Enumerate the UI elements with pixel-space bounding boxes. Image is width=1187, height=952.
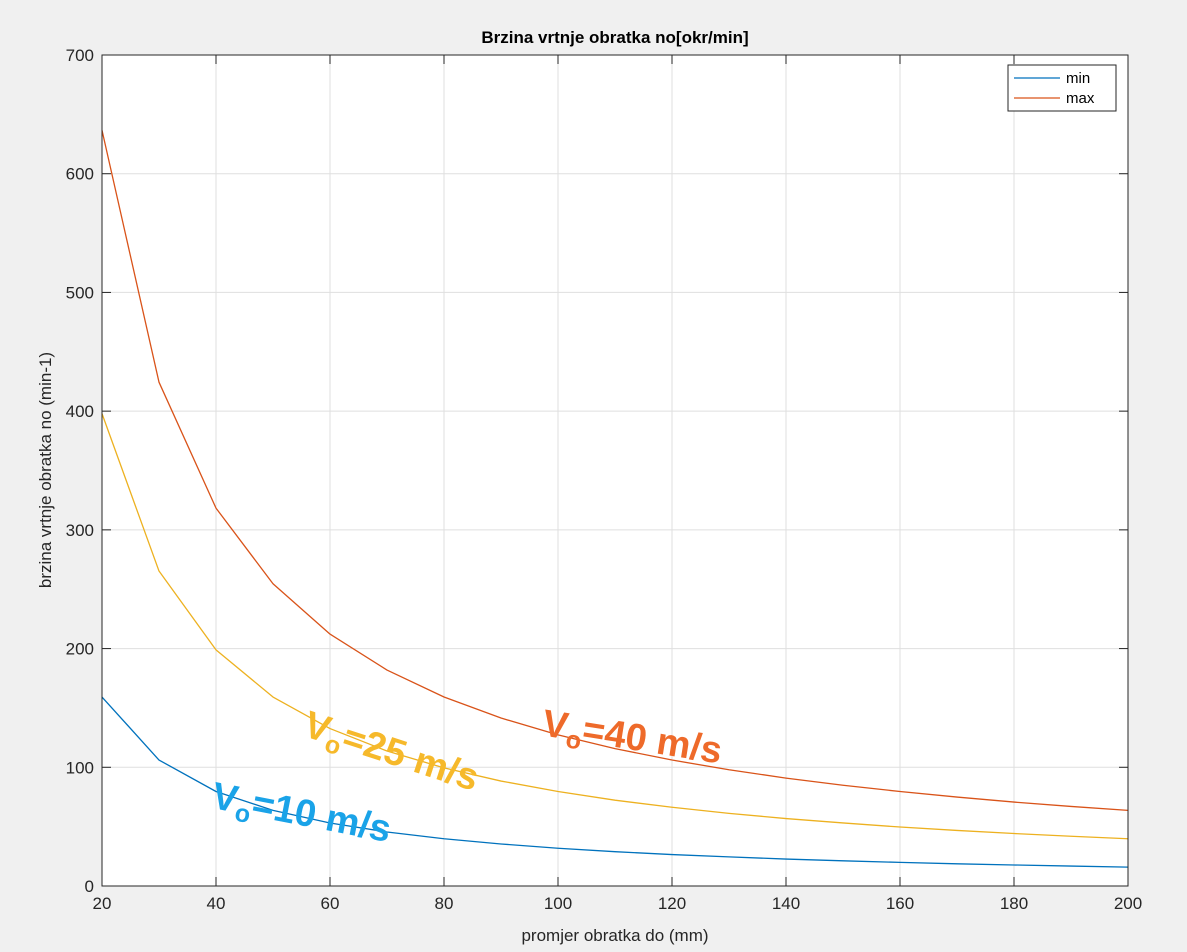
plot-background [102,55,1128,886]
x-tick-label: 20 [93,894,112,913]
axis-ticks: 20 40 60 80 100 120 140 160 180 200 0 100 200 300 400 5… [66,46,1143,913]
grid [102,55,1128,886]
x-tick-label: 80 [435,894,454,913]
series-line-max [101,130,1129,812]
series-line-unnamed-2 [101,413,1129,840]
x-tick-label: 200 [1114,894,1142,913]
plot-frame [101,54,1129,887]
legend-label-max: max [1066,90,1095,107]
y-tick-label: 700 [66,46,94,65]
x-tick-label: 100 [544,894,572,913]
x-tick-label: 160 [886,894,914,913]
y-tick-label: 100 [66,758,94,777]
legend[interactable]: min max [1007,64,1117,112]
x-tick-label: 40 [207,894,226,913]
chart-title: Brzina vrtnje obratka no[okr/min] [481,28,748,47]
x-tick-label: 180 [1000,894,1028,913]
y-tick-label: 0 [85,877,94,896]
y-axis-label: brzina vrtnje obratka no (min-1) [36,352,55,588]
x-tick-label: 60 [321,894,340,913]
y-tick-label: 300 [66,521,94,540]
legend-label-min: min [1066,70,1090,87]
series-lines [101,130,1129,868]
y-tick-label: 500 [66,283,94,302]
y-tick-label: 600 [66,165,94,184]
y-tick-label: 200 [66,640,94,659]
legend-box [1007,64,1117,112]
x-tick-label: 120 [658,894,686,913]
x-axis-label: promjer obratka do (mm) [521,926,708,945]
y-tick-label: 400 [66,402,94,421]
series-line-min [101,696,1129,868]
x-tick-label: 140 [772,894,800,913]
